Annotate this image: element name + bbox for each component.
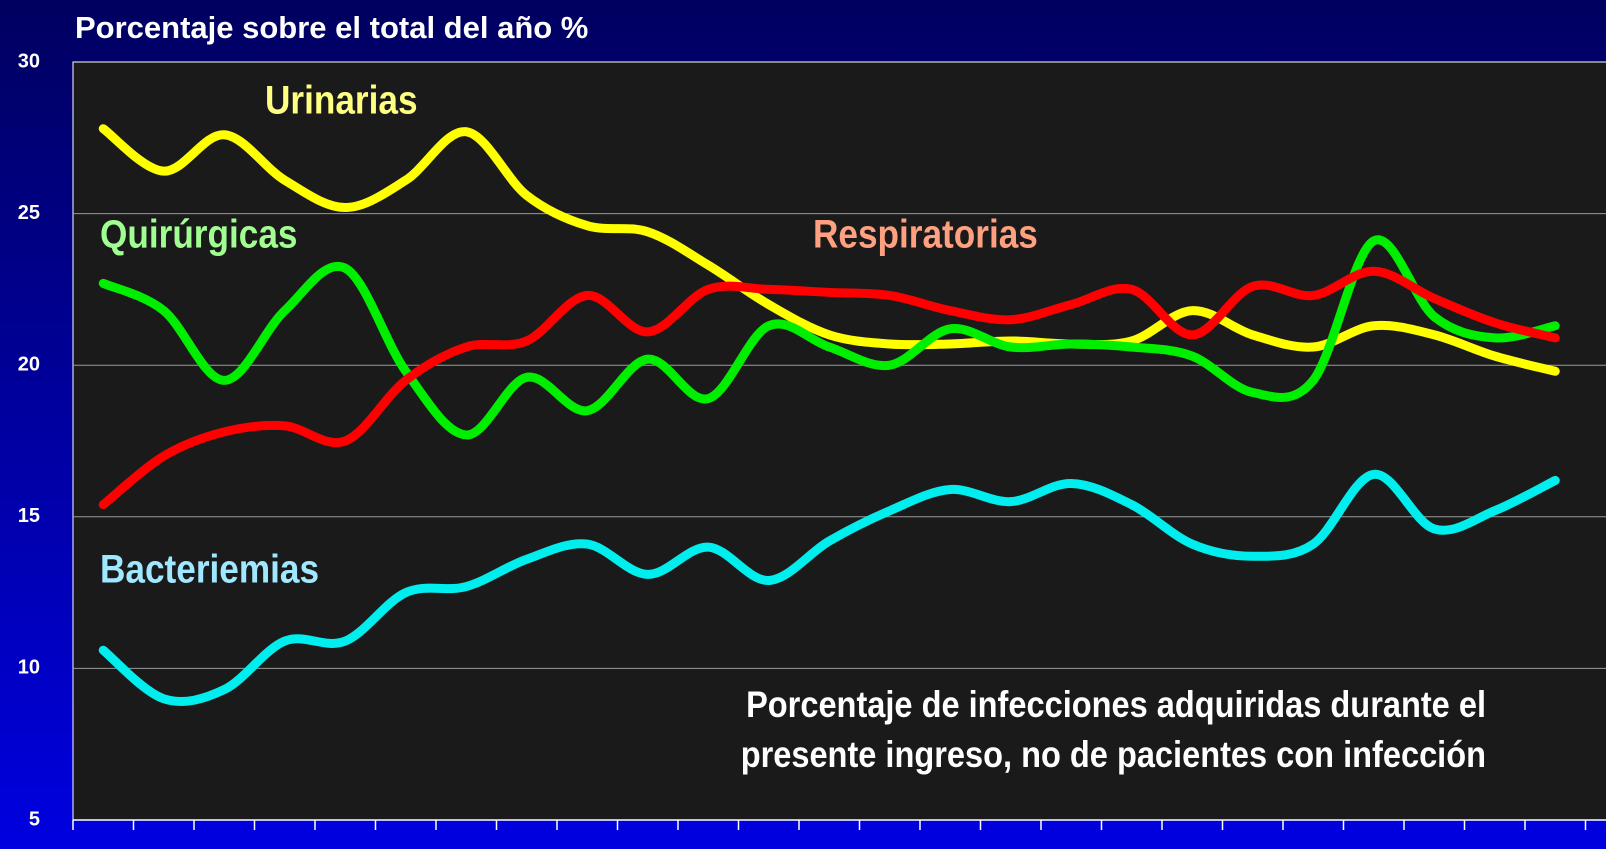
chart-title: Porcentaje sobre el total del año % xyxy=(75,10,588,45)
series-line xyxy=(98,266,1560,510)
y-tick-label: 5 xyxy=(29,808,40,830)
series-line xyxy=(98,124,1560,376)
series-line xyxy=(98,469,1560,706)
legend-label: Quirúrgicas xyxy=(100,211,297,256)
y-tick-label: 15 xyxy=(18,505,40,527)
y-tick-label: 10 xyxy=(18,657,40,679)
legend-label: Urinarias xyxy=(265,77,418,122)
y-tick-label: 20 xyxy=(18,353,40,375)
annotation: presente ingreso, no de pacientes con in… xyxy=(741,734,1486,775)
y-tick-label: 30 xyxy=(18,50,40,72)
legend-label: Bacteriemias xyxy=(100,546,319,591)
series-line xyxy=(98,235,1560,440)
annotation: Porcentaje de infecciones adquiridas dur… xyxy=(746,684,1486,725)
y-tick-label: 25 xyxy=(18,202,40,224)
legend-label: Respiratorias xyxy=(813,211,1038,256)
